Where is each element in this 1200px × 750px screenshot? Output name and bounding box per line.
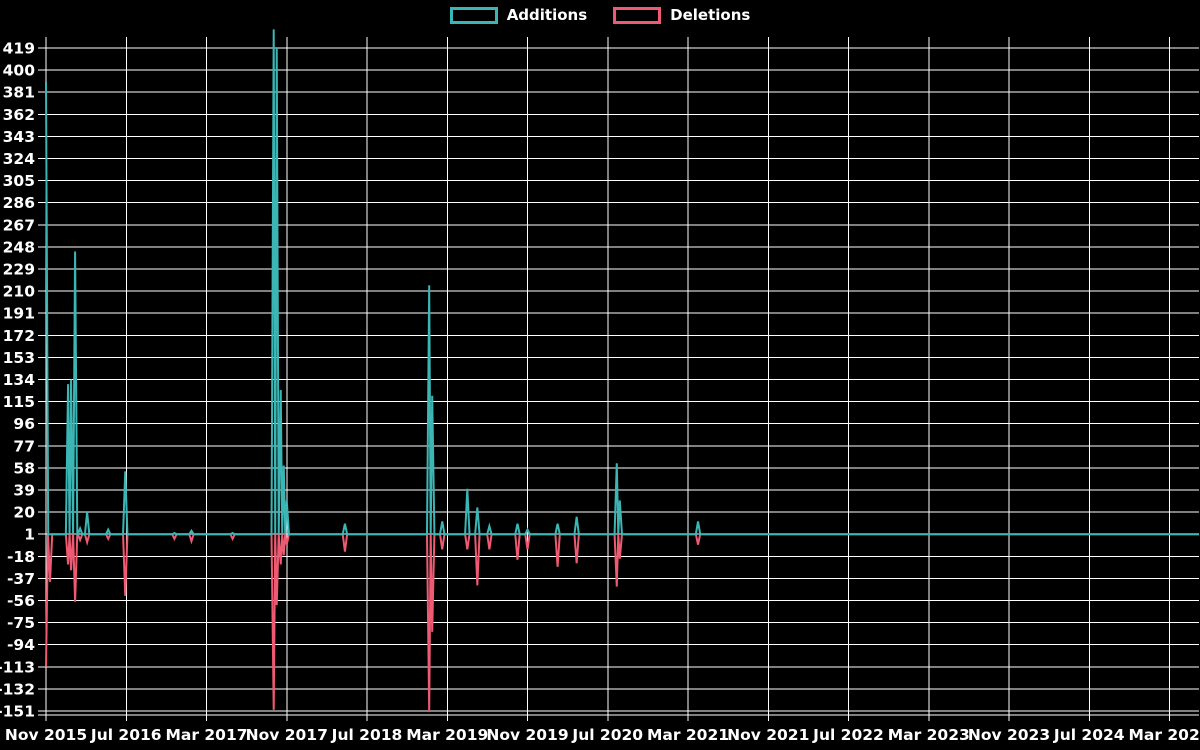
y-tick-label: 381 — [3, 84, 35, 102]
y-tick-label: 172 — [3, 327, 35, 345]
x-tick-label: Nov 2015 — [5, 726, 87, 744]
y-tick-label: 96 — [13, 415, 35, 433]
y-tick-label: 229 — [3, 261, 35, 279]
y-tick-label: -94 — [7, 636, 35, 654]
deletions-swatch-icon — [613, 7, 662, 24]
x-tick-label: Mar 2021 — [647, 726, 729, 744]
legend-label-deletions: Deletions — [670, 6, 751, 24]
chart-legend: Additions Deletions — [0, 7, 1200, 24]
y-tick-label: 286 — [3, 194, 35, 212]
y-tick-label: -151 — [0, 703, 35, 721]
x-tick-label: Mar 2023 — [888, 726, 970, 744]
x-tick-label: Jul 2016 — [90, 726, 162, 744]
y-tick-label: 153 — [3, 349, 35, 367]
y-tick-label: 305 — [3, 172, 35, 190]
y-tick-label: 248 — [3, 238, 35, 256]
y-tick-label: 115 — [3, 393, 35, 411]
x-tick-label: Jul 2022 — [812, 726, 884, 744]
x-tick-label: Jul 2024 — [1053, 726, 1125, 744]
y-tick-label: 210 — [3, 283, 36, 301]
y-tick-label: 134 — [3, 371, 36, 389]
y-tick-label: -37 — [7, 570, 35, 588]
y-tick-label: 39 — [13, 482, 35, 500]
y-tick-label: 77 — [13, 437, 35, 455]
x-tick-label: Jul 2020 — [571, 726, 643, 744]
additions-swatch-icon — [449, 7, 498, 24]
y-tick-label: -75 — [7, 614, 35, 632]
y-tick-label: 58 — [13, 459, 35, 477]
y-tick-label: 1 — [24, 526, 35, 544]
legend-item-additions[interactable]: Additions — [449, 6, 588, 24]
y-tick-label: 400 — [3, 62, 36, 80]
y-tick-label: -18 — [7, 548, 35, 566]
y-tick-label: 362 — [3, 106, 35, 124]
x-tick-label: Mar 2017 — [165, 726, 247, 744]
y-tick-label: 419 — [3, 40, 35, 58]
x-tick-label: Nov 2021 — [727, 726, 809, 744]
x-tick-label: Nov 2017 — [246, 726, 328, 744]
x-tick-label: Nov 2019 — [486, 726, 568, 744]
y-tick-label: 191 — [3, 305, 35, 323]
y-tick-label: 267 — [3, 216, 35, 234]
y-tick-label: -113 — [0, 658, 35, 676]
series-path-additions — [45, 29, 1199, 536]
y-tick-label: 20 — [13, 504, 35, 522]
x-tick-label: Mar 2019 — [406, 726, 488, 744]
x-tick-label: Nov 2023 — [968, 726, 1050, 744]
x-tick-label: Jul 2018 — [331, 726, 403, 744]
y-tick-label: -132 — [0, 680, 35, 698]
legend-label-additions: Additions — [506, 6, 588, 24]
x-tick-label: Mar 2025 — [1128, 726, 1200, 744]
y-tick-label: 324 — [3, 150, 36, 168]
y-tick-label: 343 — [3, 128, 35, 146]
legend-item-deletions[interactable]: Deletions — [613, 7, 750, 24]
y-tick-label: -56 — [7, 592, 35, 610]
